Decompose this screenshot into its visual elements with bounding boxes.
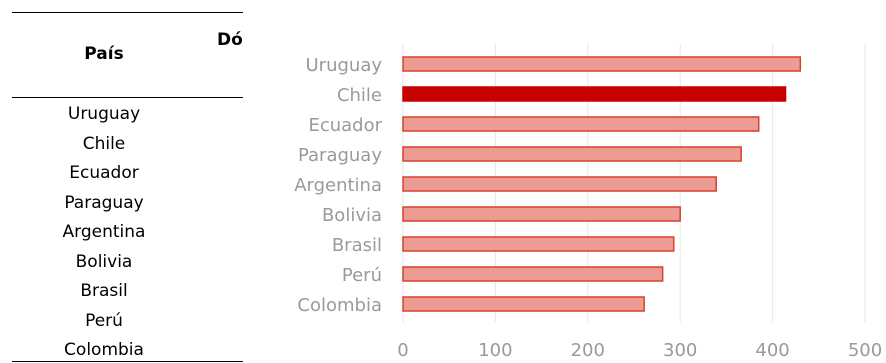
column-header-country: País bbox=[84, 44, 124, 64]
bar-uruguay bbox=[402, 56, 802, 72]
bar-brasil bbox=[402, 236, 675, 252]
bar-colombia bbox=[402, 296, 645, 312]
table-row: Argentina bbox=[62, 222, 146, 242]
bar-chart: Uruguay Chile Ecuador Paraguay Argentina Boli… bbox=[294, 44, 882, 361]
bar-bolivia bbox=[402, 206, 681, 222]
x-tick-label: 500 bbox=[848, 340, 882, 361]
x-axis-ticks: 0 100 200 300 400 500 bbox=[397, 340, 882, 361]
table-row: Brasil bbox=[80, 281, 128, 301]
table-row: Perú bbox=[85, 310, 123, 331]
table-top-rule bbox=[12, 12, 243, 13]
category-label: Paraguay bbox=[298, 145, 382, 166]
x-tick-label: 100 bbox=[478, 340, 512, 361]
category-label: Uruguay bbox=[306, 55, 383, 76]
table-row: Chile bbox=[82, 133, 126, 154]
column-header-value: Dó bbox=[217, 30, 243, 50]
table-bottom-rule bbox=[12, 361, 243, 362]
category-label: Colombia bbox=[297, 295, 382, 316]
category-label: Perú bbox=[342, 265, 382, 286]
category-label: Brasil bbox=[332, 235, 382, 256]
table-row: Uruguay bbox=[67, 104, 141, 124]
category-label: Chile bbox=[337, 85, 382, 106]
table-header-rule bbox=[12, 97, 243, 98]
category-labels: Uruguay Chile Ecuador Paraguay Argentina Boli… bbox=[294, 55, 382, 316]
bar-paraguay bbox=[402, 146, 742, 162]
bar-perú bbox=[402, 266, 664, 282]
x-tick-label: 300 bbox=[663, 340, 697, 361]
category-label: Ecuador bbox=[308, 115, 382, 136]
table-row: Ecuador bbox=[69, 163, 139, 183]
bar-chile bbox=[402, 86, 787, 102]
x-tick-label: 0 bbox=[397, 340, 408, 361]
bars bbox=[402, 56, 802, 312]
bar-ecuador bbox=[402, 116, 760, 132]
data-table: País Dó Uruguay Chile Ecuador Paraguay A… bbox=[0, 0, 243, 363]
table-row: Bolivia bbox=[75, 251, 133, 272]
table-row: Paraguay bbox=[64, 192, 144, 213]
category-label: Bolivia bbox=[322, 205, 382, 226]
category-label: Argentina bbox=[294, 175, 382, 196]
table-row: Colombia bbox=[64, 340, 144, 360]
x-tick-label: 400 bbox=[755, 340, 789, 361]
country-list: Uruguay Chile Ecuador Paraguay Argentina… bbox=[40, 103, 168, 363]
x-tick-label: 200 bbox=[571, 340, 605, 361]
bar-argentina bbox=[402, 176, 717, 192]
